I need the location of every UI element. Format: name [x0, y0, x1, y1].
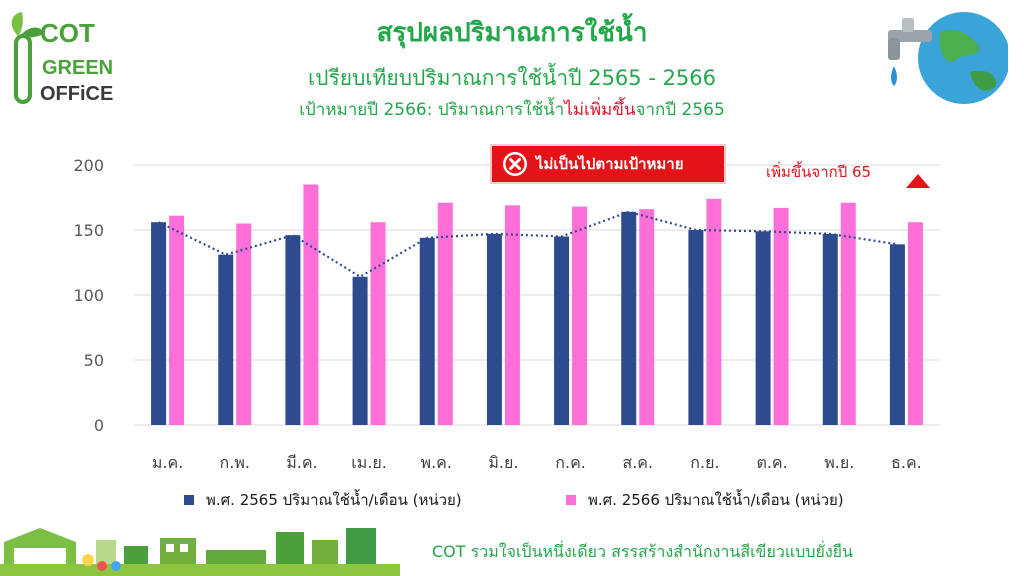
increase-note: เพิ่มขึ้นจากปี 65 — [766, 160, 871, 184]
chart-bars — [151, 184, 923, 425]
x-tick-label: พ.ย. — [824, 453, 854, 472]
x-tick-label: ก.ย. — [690, 453, 719, 472]
bar-2565 — [352, 276, 368, 425]
legend-swatch-2566 — [566, 495, 576, 505]
bar-2566 — [572, 206, 588, 425]
bar-2565 — [822, 233, 838, 425]
increase-note-label: เพิ่มขึ้นจากปี 65 — [766, 163, 872, 181]
svg-text:COT: COT — [40, 18, 95, 48]
y-tick-label: 150 — [73, 221, 104, 240]
triangle-up-icon — [906, 174, 930, 188]
x-tick-label: ธ.ค. — [891, 453, 922, 472]
x-tick-label: ก.พ. — [220, 453, 250, 472]
water-usage-chart: 0 50 100 150 200 ม.ค. ก.พ. มี.ค. เม.ย. พ.ค. มิ.ย.… — [73, 156, 940, 472]
page-subtitle: เปรียบเทียบปริมาณการใช้น้ำปี 2565 - 2566 — [307, 66, 717, 90]
x-tick-label: ต.ค. — [756, 453, 787, 472]
bar-2565 — [688, 230, 704, 425]
bar-2565 — [285, 235, 301, 425]
x-tick-label: ก.ค. — [555, 453, 586, 472]
bar-2566 — [370, 222, 386, 425]
target-prefix: เป้าหมายปี 2566: ปริมาณการใช้น้ำ — [299, 100, 565, 120]
bar-2565 — [621, 211, 637, 425]
y-axis-ticks: 0 50 100 150 200 — [73, 156, 104, 435]
bar-2566 — [907, 222, 923, 425]
bar-2565 — [218, 254, 234, 425]
cot-green-office-logo: COT GREEN OFFiCE — [11, 12, 113, 105]
bar-2566 — [504, 205, 520, 425]
svg-text:OFFiCE: OFFiCE — [40, 83, 113, 105]
x-tick-label: มิ.ย. — [488, 453, 518, 472]
badge-label: ไม่เป็นไปตามเป้าหมาย — [536, 155, 684, 173]
x-tick-label: มี.ค. — [286, 453, 317, 472]
chart-legend: พ.ศ. 2565 ปริมาณใช้น้ำ/เดือน (หน่วย) พ.ศ… — [0, 488, 1024, 510]
footer-slogan: COT รวมใจเป็นหนึ่งเดียว สรรสร้างสำนักงาน… — [432, 542, 853, 561]
chart-grid — [134, 164, 940, 426]
bar-2565 — [151, 222, 167, 425]
bar-2565 — [486, 233, 502, 425]
legend-swatch-2565 — [184, 495, 194, 505]
target-highlight: ไม่เพิ่มขึ้น — [564, 100, 636, 120]
bar-2565 — [419, 237, 435, 425]
svg-text:GREEN: GREEN — [42, 57, 113, 79]
y-tick-label: 0 — [94, 416, 104, 435]
bar-2566 — [706, 198, 722, 425]
legend-label-2565: พ.ศ. 2565 ปริมาณใช้น้ำ/เดือน (หน่วย) — [206, 491, 462, 509]
legend-label-2566: พ.ศ. 2566 ปริมาณใช้น้ำ/เดือน (หน่วย) — [588, 491, 844, 509]
x-tick-label: เม.ย. — [351, 453, 387, 472]
target-suffix: จากปี 2565 — [635, 100, 725, 120]
trendline — [158, 210, 898, 279]
legend-item-2565: พ.ศ. 2565 ปริมาณใช้น้ำ/เดือน (หน่วย) — [184, 488, 462, 512]
bar-2566 — [236, 223, 252, 425]
not-on-target-badge: ไม่เป็นไปตามเป้าหมาย — [490, 144, 726, 184]
y-tick-label: 200 — [73, 156, 104, 175]
bar-2566 — [437, 202, 453, 425]
target-statement: เป้าหมายปี 2566: ปริมาณการใช้น้ำไม่เพิ่ม… — [0, 96, 1024, 123]
bar-2565 — [889, 244, 905, 425]
bar-2566 — [773, 207, 789, 425]
bar-2566 — [639, 209, 655, 425]
bar-2566 — [840, 202, 856, 425]
x-tick-label: ส.ค. — [622, 453, 653, 472]
x-tick-label: ม.ค. — [152, 453, 183, 472]
trendline-2565 — [158, 210, 898, 279]
y-tick-label: 50 — [84, 351, 104, 370]
x-circle-icon — [503, 152, 527, 176]
green-city-illustration — [0, 528, 400, 576]
bar-2566 — [169, 215, 185, 425]
bar-2566 — [303, 184, 319, 425]
y-tick-label: 100 — [73, 286, 104, 305]
bar-2565 — [755, 231, 771, 425]
bar-2565 — [554, 236, 570, 425]
globe-faucet-icon — [888, 12, 1008, 104]
legend-item-2566: พ.ศ. 2566 ปริมาณใช้น้ำ/เดือน (หน่วย) — [566, 488, 844, 512]
x-axis-ticks: ม.ค. ก.พ. มี.ค. เม.ย. พ.ค. มิ.ย. ก.ค. ส.ค. ก.ย. ต… — [152, 453, 922, 472]
page-title: สรุปผลปริมาณการใช้น้ำ — [376, 18, 648, 48]
x-tick-label: พ.ค. — [421, 453, 452, 472]
